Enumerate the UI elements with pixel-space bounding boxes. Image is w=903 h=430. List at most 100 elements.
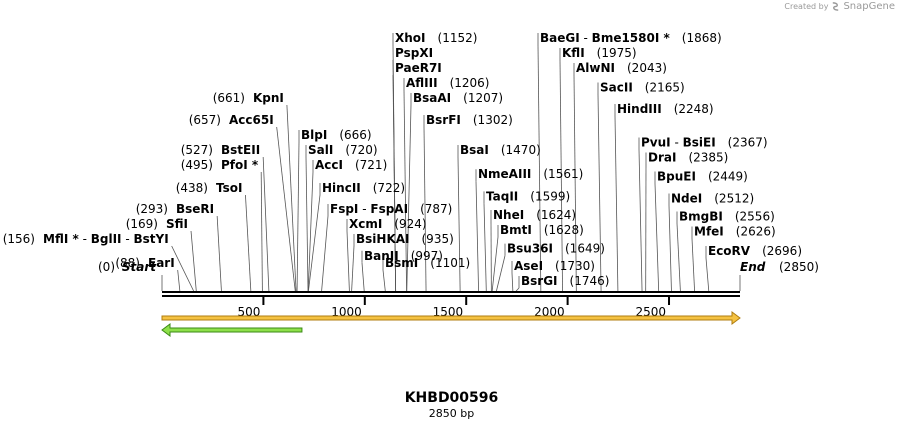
- leader-bpuei: [654, 183, 660, 292]
- tick-label-1000: 1000: [331, 305, 362, 319]
- site-pvui-bsiei[interactable]: PvuI - BsiEI: [641, 136, 716, 150]
- site-pos-bsmi: (1101): [430, 256, 470, 270]
- site-sfii[interactable]: SfiI: [166, 217, 188, 231]
- site-xcmi[interactable]: XcmI: [349, 217, 382, 231]
- site-paer7i[interactable]: PaeR7I: [395, 61, 442, 75]
- site-eari[interactable]: EarI: [148, 256, 175, 270]
- site-pos-banii: (997): [411, 249, 443, 263]
- site-afliii[interactable]: AflIII: [406, 76, 438, 90]
- site-name-sali: SalI: [308, 143, 333, 157]
- site-leader-lines: [161, 33, 741, 292]
- site-pos-hincii: (722): [373, 181, 405, 195]
- site-pos-mfei: (2626): [736, 225, 776, 239]
- site-bmgbi[interactable]: BmgBI: [679, 210, 723, 224]
- site-name-mfli: MflI *: [43, 232, 79, 246]
- site-bsrgi[interactable]: BsrGI: [521, 274, 558, 288]
- site-nhei[interactable]: NheI: [493, 208, 524, 222]
- site-fspi-fspai[interactable]: FspI - FspAI: [330, 202, 408, 216]
- leader-mfli-bglii-bstyi: [171, 245, 194, 292]
- credit-brand: SnapGene: [843, 1, 895, 12]
- site-name-bsrfi: BsrFI: [426, 113, 461, 127]
- site-bsteii[interactable]: BstEII: [221, 143, 260, 157]
- site-pos-sacii: (2165): [645, 81, 685, 95]
- site-mfli-bglii-bstyi[interactable]: MflI * - BglII - BstYI: [43, 232, 169, 246]
- site-drai[interactable]: DraI: [648, 151, 676, 165]
- site-sacii[interactable]: SacII: [600, 81, 633, 95]
- site-bsmi[interactable]: BsmI: [385, 256, 418, 270]
- site-pfoi[interactable]: PfoI *: [221, 158, 259, 172]
- site-ecorv[interactable]: EcoRV: [708, 244, 751, 258]
- leader-ecorv: [705, 257, 710, 292]
- site-name-nhei: NheI: [493, 208, 524, 222]
- site-name-pfoi: PfoI *: [221, 158, 259, 172]
- site-name-hincii: HincII: [322, 181, 361, 195]
- site-xhoi[interactable]: XhoI: [395, 31, 426, 45]
- end-label: End: [740, 260, 766, 274]
- site-asei[interactable]: AseI: [514, 259, 543, 273]
- site-name-acc65i: Acc65I: [229, 113, 274, 127]
- site-bsrfi[interactable]: BsrFI: [426, 113, 461, 127]
- site-pspxi[interactable]: PspXI: [395, 46, 433, 60]
- leader-acci: [307, 171, 314, 292]
- site-pos-baegi-bme1580i: (1868): [682, 31, 722, 45]
- site-pos-nhei: (1624): [536, 208, 576, 222]
- snapgene-logo-icon: [833, 2, 839, 11]
- site-name-bsihkai: BsiHKAI: [356, 232, 410, 246]
- site-name-hindiii: HindIII: [617, 102, 662, 116]
- site-pos-alwni: (2043): [627, 61, 667, 75]
- site-tsoi[interactable]: TsoI: [216, 181, 242, 195]
- tick-label-1500: 1500: [433, 305, 464, 319]
- plasmid-name: KHBD00596: [404, 390, 499, 406]
- leader-nmeaiii: [475, 181, 479, 292]
- leader-alwni: [573, 74, 577, 292]
- leader-kpni: [286, 104, 297, 292]
- leader-banii: [361, 262, 365, 292]
- site-pos-bsrfi: (1302): [473, 113, 513, 127]
- site-alwni[interactable]: AlwNI: [576, 61, 615, 75]
- site-bpuei[interactable]: BpuEI: [657, 170, 696, 184]
- site-pos-ecorv: (2696): [762, 244, 802, 258]
- leader-bmgbi: [676, 223, 681, 292]
- site-kfli[interactable]: KflI: [562, 46, 585, 60]
- site-nmeaiii[interactable]: NmeAIII: [478, 167, 531, 181]
- site-acc65i[interactable]: Acc65I: [229, 113, 274, 127]
- site-acci[interactable]: AccI: [315, 158, 343, 172]
- site-name-bsmi: BsmI: [385, 256, 418, 270]
- start-label: Start: [122, 260, 157, 274]
- site-pos-taqii: (1599): [530, 189, 570, 203]
- site-pos-mfli-bglii-bstyi: (156): [3, 232, 35, 246]
- site-baegi-bme1580i[interactable]: BaeGI - Bme1580I *: [540, 31, 671, 45]
- leader-bsrgi: [515, 287, 520, 292]
- site-taqii[interactable]: TaqII: [486, 189, 518, 203]
- site-hincii[interactable]: HincII: [322, 181, 361, 195]
- site-bmti[interactable]: BmtI: [500, 223, 532, 237]
- reverse-feature[interactable]: [161, 323, 303, 337]
- leader-sali: [305, 156, 309, 292]
- site-mfei[interactable]: MfeI: [694, 225, 724, 239]
- site-kpni[interactable]: KpnI: [253, 91, 284, 105]
- site-name-baegi: BaeGI: [540, 31, 580, 45]
- site-pos-bsteii: (527): [181, 143, 213, 157]
- site-hindiii[interactable]: HindIII: [617, 102, 662, 116]
- site-sali[interactable]: SalI: [308, 143, 333, 157]
- site-bsaai[interactable]: BsaAI: [413, 91, 451, 105]
- site-bsai[interactable]: BsaI: [460, 143, 489, 157]
- site-name-pvui: PvuI: [641, 136, 671, 150]
- site-bsihkai[interactable]: BsiHKAI: [356, 232, 410, 246]
- site-name-kfli: KflI: [562, 46, 585, 60]
- site-bsu36i[interactable]: Bsu36I: [507, 242, 553, 256]
- site-name-sacii: SacII: [600, 81, 633, 95]
- site-blpi[interactable]: BlpI: [301, 128, 327, 142]
- snapgene-credit: Created by SnapGene: [784, 1, 895, 12]
- site-name-bsai: BsaI: [460, 143, 489, 157]
- site-name-bpuei: BpuEI: [657, 170, 696, 184]
- site-name-drai: DraI: [648, 151, 676, 165]
- site-bseri[interactable]: BseRI: [176, 202, 214, 216]
- site-name-tsoi: TsoI: [216, 181, 242, 195]
- site-name-banii: BanII: [364, 249, 399, 263]
- site-banii[interactable]: BanII: [364, 249, 399, 263]
- sequence-backbone: [162, 291, 740, 297]
- forward-feature[interactable]: [161, 311, 741, 325]
- site-ndei[interactable]: NdeI: [671, 192, 702, 206]
- leader-bseri: [216, 215, 222, 292]
